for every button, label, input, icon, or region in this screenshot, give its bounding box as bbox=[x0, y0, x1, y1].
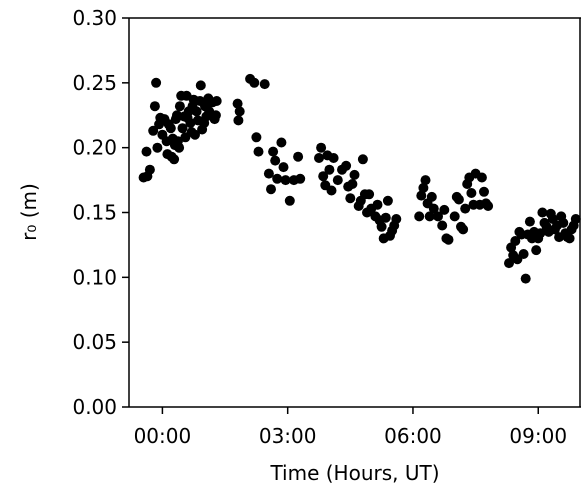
data-point bbox=[349, 169, 360, 180]
data-point bbox=[564, 233, 575, 244]
data-point bbox=[268, 146, 279, 157]
data-point bbox=[328, 153, 339, 163]
data-point bbox=[518, 249, 529, 259]
data-point bbox=[270, 155, 281, 166]
data-point bbox=[149, 101, 160, 112]
data-point bbox=[211, 96, 222, 106]
data-point bbox=[185, 118, 196, 128]
data-point bbox=[357, 154, 368, 165]
data-point bbox=[466, 188, 477, 198]
data-point bbox=[510, 236, 521, 246]
data-point bbox=[479, 186, 489, 197]
y-tick-label: 0.20 bbox=[72, 136, 117, 160]
data-point bbox=[439, 204, 450, 215]
data-point bbox=[191, 106, 202, 117]
data-point bbox=[165, 123, 176, 134]
y-tick-label: 0.30 bbox=[72, 6, 117, 30]
data-point bbox=[332, 175, 343, 186]
data-point bbox=[520, 273, 531, 284]
y-tick-label: 0.10 bbox=[72, 265, 117, 289]
data-point bbox=[151, 77, 162, 88]
data-point bbox=[249, 77, 260, 88]
data-point bbox=[458, 224, 469, 235]
data-point bbox=[272, 173, 283, 184]
data-point bbox=[537, 207, 548, 218]
data-point bbox=[345, 193, 356, 204]
data-point bbox=[259, 79, 270, 90]
data-point bbox=[152, 142, 163, 153]
data-point bbox=[424, 211, 435, 222]
data-point bbox=[141, 146, 152, 157]
data-point bbox=[428, 203, 439, 214]
data-point bbox=[347, 179, 358, 189]
y-tick-label: 0.25 bbox=[72, 71, 117, 95]
data-point bbox=[251, 132, 262, 143]
data-point bbox=[380, 212, 391, 223]
data-point bbox=[433, 211, 443, 222]
data-point bbox=[190, 129, 200, 140]
data-point bbox=[341, 160, 352, 171]
data-point bbox=[504, 258, 514, 269]
x-tick-label: 09:00 bbox=[509, 424, 567, 448]
data-point bbox=[177, 123, 188, 134]
data-point bbox=[144, 164, 155, 175]
x-tick-label: 00:00 bbox=[134, 424, 192, 448]
data-point bbox=[453, 194, 464, 205]
data-point bbox=[210, 110, 221, 121]
data-point bbox=[293, 151, 304, 162]
data-point bbox=[174, 142, 185, 153]
data-point bbox=[460, 203, 471, 214]
data-point bbox=[391, 214, 402, 224]
data-point bbox=[174, 101, 185, 112]
x-axis-label: Time (Hours, UT) bbox=[269, 461, 439, 485]
data-point bbox=[263, 168, 274, 179]
data-point bbox=[195, 80, 206, 91]
data-point bbox=[418, 182, 429, 193]
data-point bbox=[280, 175, 291, 186]
data-point bbox=[558, 217, 569, 228]
x-tick-label: 03:00 bbox=[259, 424, 317, 448]
data-points bbox=[138, 73, 581, 284]
y-tick-label: 0.00 bbox=[72, 395, 117, 419]
data-point bbox=[284, 195, 295, 206]
data-point bbox=[278, 162, 289, 173]
data-point bbox=[232, 98, 243, 109]
data-point bbox=[426, 191, 437, 202]
data-point bbox=[316, 142, 327, 153]
data-point bbox=[420, 175, 431, 186]
data-point bbox=[382, 195, 393, 206]
data-point bbox=[169, 154, 180, 165]
data-point bbox=[148, 125, 159, 136]
data-point bbox=[437, 220, 448, 231]
data-point bbox=[483, 201, 494, 211]
y-tick-label: 0.05 bbox=[72, 330, 117, 354]
data-point bbox=[318, 171, 329, 182]
y-axis-label: r₀ (m) bbox=[17, 183, 41, 241]
data-point bbox=[443, 234, 454, 245]
data-point bbox=[234, 106, 245, 117]
data-point bbox=[570, 214, 581, 224]
data-point bbox=[276, 137, 287, 148]
data-point bbox=[476, 172, 487, 183]
data-point bbox=[253, 146, 264, 157]
data-point bbox=[414, 211, 425, 222]
data-point bbox=[233, 115, 244, 126]
data-point bbox=[266, 184, 276, 195]
data-point bbox=[314, 153, 324, 163]
data-point bbox=[535, 228, 546, 239]
data-point bbox=[531, 245, 542, 256]
data-point bbox=[372, 199, 383, 210]
y-tick-label: 0.15 bbox=[72, 201, 117, 225]
x-tick-label: 06:00 bbox=[384, 424, 442, 448]
ticks-layer: 0.00 0.05 0.10 0.15 0.20 0.25 0.30 00:00 03:00 06… bbox=[72, 6, 567, 448]
data-point bbox=[376, 221, 387, 232]
data-point bbox=[364, 189, 375, 200]
data-point bbox=[324, 164, 335, 175]
data-point bbox=[416, 190, 427, 201]
data-point bbox=[524, 216, 535, 227]
data-point bbox=[295, 173, 306, 184]
data-point bbox=[326, 185, 337, 196]
data-point bbox=[449, 211, 460, 222]
